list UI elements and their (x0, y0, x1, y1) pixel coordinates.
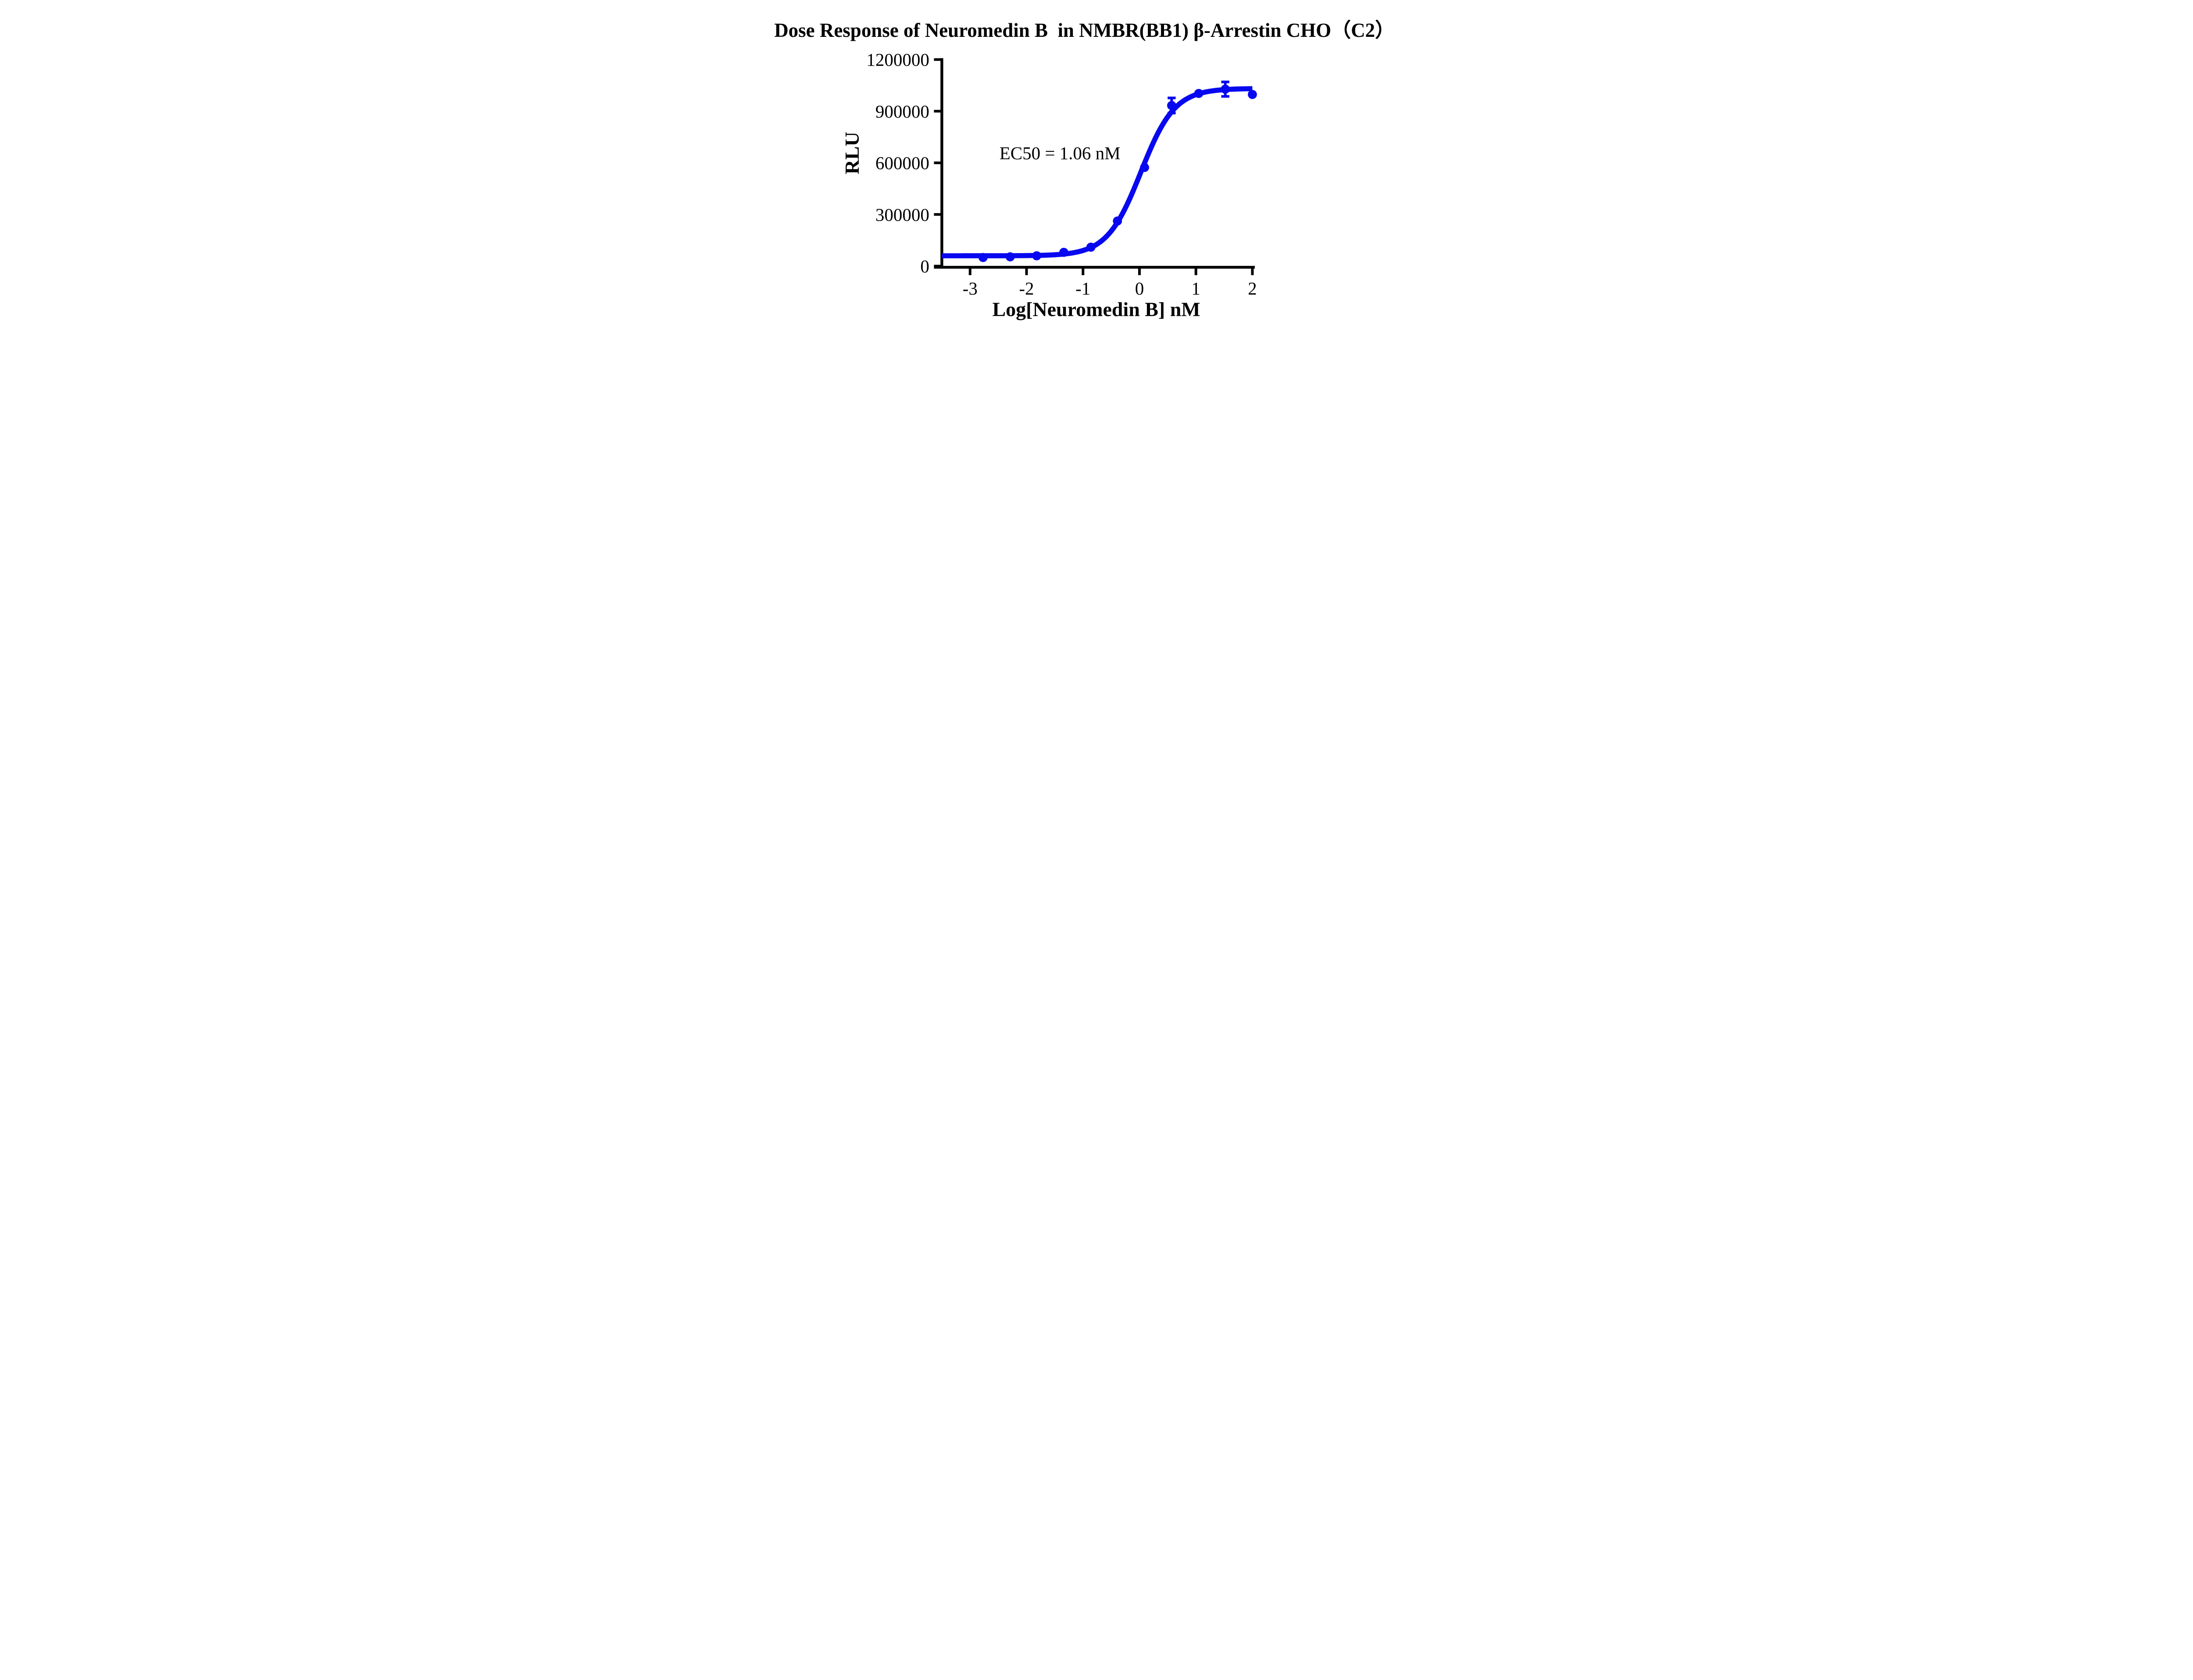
dose-response-fit-curve (940, 86, 1254, 258)
x-tick-label: -2 (1019, 279, 1034, 299)
dose-response-figure: Dose Response of Neuromedin B in NMBR(BB… (772, 0, 1421, 336)
data-point-marker (1194, 89, 1204, 98)
ec50-annotation: EC50 = 1.06 nM (1000, 143, 1121, 163)
y-tick-label: 600000 (875, 153, 929, 173)
data-point-marker (1113, 216, 1122, 226)
data-point-marker (978, 253, 988, 262)
data-point-marker (1059, 247, 1068, 257)
y-tick-label: 0 (920, 256, 929, 276)
x-tick-label: 1 (1191, 279, 1200, 299)
data-point-marker (1248, 89, 1257, 99)
data-point-marker (1167, 101, 1176, 110)
fit-curve-path (940, 86, 1254, 258)
x-axis-label: Log[Neuromedin B] nM (993, 298, 1200, 321)
y-tick-label: 300000 (875, 204, 929, 225)
data-point-marker (1005, 252, 1015, 261)
data-point-marker (1086, 243, 1096, 252)
x-axis-ticks: -3 -2 -1 0 1 2 (963, 267, 1257, 299)
chart-canvas: Dose Response of Neuromedin B in NMBR(BB… (772, 0, 1421, 336)
data-point-marker (1032, 251, 1042, 261)
data-point-marker (1221, 84, 1230, 94)
y-tick-label: 900000 (875, 101, 929, 122)
y-tick-label: 1200000 (866, 50, 929, 70)
x-tick-label: 0 (1135, 279, 1144, 299)
data-point-marker (1140, 163, 1149, 172)
x-tick-label: -3 (963, 279, 978, 299)
y-axis-ticks: 0 300000 600000 900000 1200000 (866, 50, 942, 276)
y-axis-label: RLU (841, 132, 863, 174)
x-tick-label: 2 (1248, 279, 1257, 299)
data-points (978, 84, 1257, 262)
x-tick-label: -1 (1075, 279, 1090, 299)
chart-title: Dose Response of Neuromedin B in NMBR(BB… (774, 19, 1395, 41)
